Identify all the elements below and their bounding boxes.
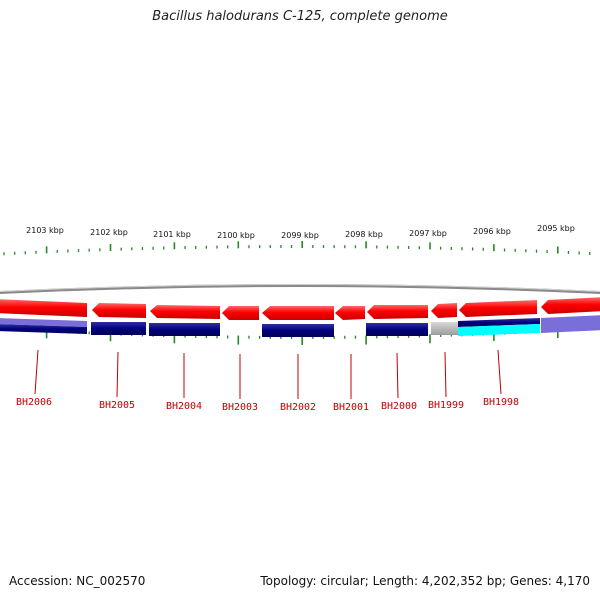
leader-bh2005 [116, 351, 119, 398]
gene-bh2002-reverse[interactable] [262, 324, 334, 337]
scale-label-2100: 2100 kbp [217, 231, 255, 240]
scale-label-2095: 2095 kbp [537, 224, 575, 233]
gene-bh2006-reverse[interactable] [0, 324, 87, 334]
scale-label-2103: 2103 kbp [26, 226, 64, 235]
leader-bh2000 [396, 352, 399, 399]
gene-label-bh2004[interactable]: BH2004 [166, 401, 202, 412]
gene-bh2005-forward[interactable] [92, 303, 146, 318]
gene-bh2003-forward[interactable] [222, 306, 259, 320]
gene-bh1999-reverse[interactable] [431, 322, 458, 335]
genome-title: Bacillus halodurans C-125, complete geno… [152, 9, 448, 24]
gene-bh2001-forward[interactable] [335, 306, 365, 320]
accession-text: Accession: NC_002570 [9, 574, 146, 588]
gene-bh2004-reverse[interactable] [149, 323, 220, 336]
genome-backbone [0, 284, 600, 295]
gene-bh2004-forward[interactable] [150, 305, 220, 319]
gene-bh1997-feature[interactable] [541, 315, 600, 333]
scale-label-2097: 2097 kbp [409, 229, 447, 238]
gene-bh2006-feature[interactable] [0, 318, 87, 327]
gene-bh1998-forward[interactable] [459, 300, 537, 317]
gene-label-bh2006[interactable]: BH2006 [16, 397, 52, 408]
leader-bh1999 [444, 351, 447, 398]
gene-labels: BH2006 BH2005 BH2004 BH2003 BH2002 BH200… [16, 397, 519, 413]
gene-bh2005-reverse[interactable] [91, 322, 146, 335]
gene-leader-lines [34, 349, 502, 399]
gene-bh1997-forward[interactable] [541, 297, 600, 314]
gene-bh2000-forward[interactable] [367, 305, 428, 319]
scale-ticks [3, 241, 591, 345]
leader-bh1998 [497, 349, 502, 395]
gene-label-bh1999[interactable]: BH1999 [428, 400, 464, 411]
scale-label-2098: 2098 kbp [345, 230, 383, 239]
scale-label-2102: 2102 kbp [90, 228, 128, 237]
gene-label-bh2000[interactable]: BH2000 [381, 401, 417, 412]
genome-backbone-highlight [0, 284, 600, 293]
gene-bh1999-forward[interactable] [431, 303, 457, 318]
scale-labels: 2103 kbp 2102 kbp 2101 kbp 2100 kbp 2099… [26, 224, 575, 240]
gene-bh2006-forward[interactable] [0, 299, 87, 317]
gene-label-bh2002[interactable]: BH2002 [280, 402, 316, 413]
gene-bh2002-forward[interactable] [262, 306, 334, 320]
reverse-strand-track [0, 315, 600, 337]
gene-bh1998-feature[interactable] [458, 324, 540, 336]
gene-bh2000-reverse[interactable] [366, 323, 428, 336]
scale-label-2096: 2096 kbp [473, 227, 511, 236]
forward-strand-track [0, 297, 600, 320]
gene-label-bh2005[interactable]: BH2005 [99, 400, 135, 411]
scale-label-2099: 2099 kbp [281, 231, 319, 240]
genome-stats-text: Topology: circular; Length: 4,202,352 bp… [260, 574, 590, 588]
gene-label-bh1998[interactable]: BH1998 [483, 397, 519, 408]
gene-label-bh2001[interactable]: BH2001 [333, 402, 369, 413]
leader-bh2006 [34, 349, 39, 395]
scale-label-2101: 2101 kbp [153, 230, 191, 239]
gene-label-bh2003[interactable]: BH2003 [222, 402, 258, 413]
